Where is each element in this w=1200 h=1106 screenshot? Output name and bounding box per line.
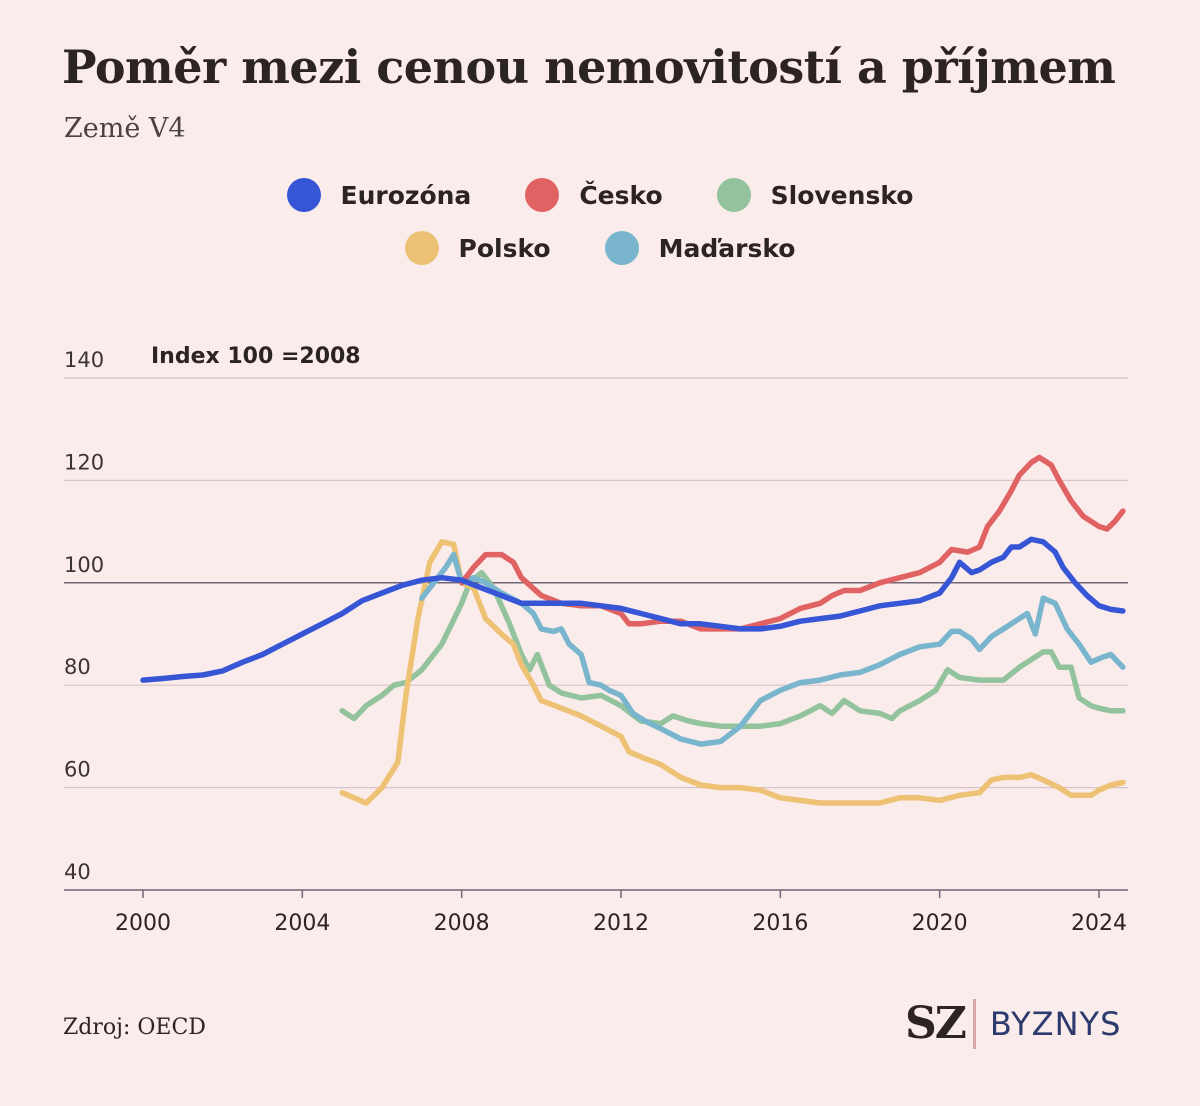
series-line-slovensko <box>339 569 1126 729</box>
x-tick-label-2024: 2024 <box>1071 911 1127 936</box>
publisher-logo: SZ BYZNYS <box>905 998 1121 1049</box>
source-note: Zdroj: OECD <box>63 1015 206 1040</box>
legend-label-slovensko: Slovensko <box>770 180 914 210</box>
y-tick-label-80: 80 <box>64 655 91 679</box>
legend-dot-slovensko <box>716 178 751 212</box>
legend-item-madarsko: Maďarsko <box>604 231 796 265</box>
legend-label-cesko: Česko <box>579 180 663 210</box>
legend-dot-cesko <box>525 178 560 212</box>
x-tick-label-2008: 2008 <box>434 911 490 936</box>
x-tick-label-2016: 2016 <box>752 911 808 936</box>
x-tick-label-2004: 2004 <box>274 911 330 936</box>
legend-label-polsko: Polsko <box>458 233 551 263</box>
logo-divider <box>972 998 976 1049</box>
x-tick-label-2000: 2000 <box>115 911 171 936</box>
y-tick-label-120: 120 <box>64 450 104 474</box>
y-tick-label-140: 140 <box>64 348 104 372</box>
legend-row-2: Polsko Maďarsko <box>0 231 1200 265</box>
chart-title: Poměr mezi cenou nemovitostí a příjmem <box>62 40 1116 94</box>
logo-name: BYZNYS <box>989 1004 1122 1043</box>
x-tick-label-2012: 2012 <box>593 911 649 936</box>
legend-dot-madarsko <box>604 231 639 265</box>
y-axis-title: Index 100 =2008 <box>151 344 361 369</box>
logo-mark: SZ <box>905 998 967 1049</box>
x-tick-label-2020: 2020 <box>912 911 968 936</box>
y-tick-label-40: 40 <box>64 860 91 884</box>
y-tick-label-60: 60 <box>64 758 91 782</box>
legend-item-eurozona: Eurozóna <box>286 178 472 212</box>
y-tick-label-100: 100 <box>64 553 104 577</box>
legend-row-1: Eurozóna Česko Slovensko <box>0 178 1200 212</box>
legend-label-madarsko: Maďarsko <box>658 233 796 263</box>
legend-dot-polsko <box>404 231 439 265</box>
chart-subtitle: Země V4 <box>64 113 186 144</box>
legend-item-slovensko: Slovensko <box>716 178 914 212</box>
legend-dot-eurozona <box>286 178 321 212</box>
legend-item-polsko: Polsko <box>404 231 551 265</box>
legend-item-cesko: Česko <box>525 178 663 212</box>
series-line-polsko <box>339 539 1126 806</box>
series-line-madarsko <box>419 551 1126 747</box>
legend-label-eurozona: Eurozóna <box>340 180 472 210</box>
series-line-eurozona <box>140 536 1126 683</box>
